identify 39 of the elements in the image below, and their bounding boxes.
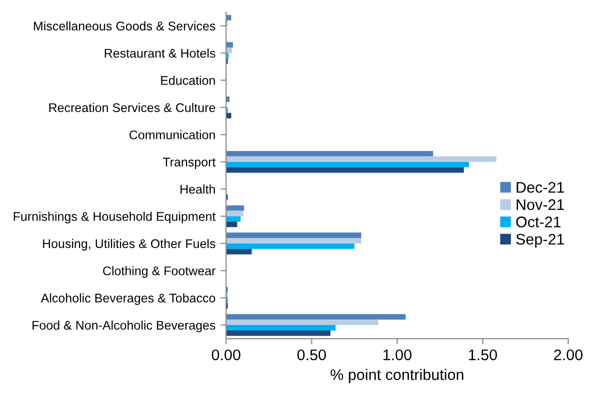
y-tick-label: Health	[180, 184, 215, 194]
legend-label: Sep-21	[516, 234, 564, 248]
x-tick-label: 2.00	[554, 349, 582, 360]
y-tick-label: Clothing & Footwear	[103, 266, 216, 278]
x-axis-title: % point contribution	[330, 368, 464, 384]
bar	[226, 330, 330, 336]
bar	[226, 243, 354, 249]
y-tick-label: Housing, Utilities & Other Fuels	[43, 238, 216, 251]
y-tick-label: Food & Non-Alcoholic Beverages	[32, 320, 216, 332]
bar	[226, 222, 238, 228]
y-tick-label: Furnishings & Household Equipment	[14, 212, 216, 224]
bar	[226, 48, 232, 54]
y-tick-label: Transport	[162, 158, 216, 169]
bar	[226, 156, 496, 162]
bar	[226, 150, 434, 156]
bar	[226, 325, 336, 330]
y-tick-label: Miscellaneous Goods & Services	[34, 21, 216, 30]
x-tick-label: 0.50	[297, 349, 326, 360]
y-tick-label: Communication	[129, 130, 215, 140]
x-tick-label: 0.00	[212, 349, 240, 360]
x-tick-label: 1.00	[383, 349, 412, 360]
bar	[226, 314, 406, 320]
x-tick-label: 1.50	[468, 349, 497, 360]
y-tick-label: Restaurant & Hotels	[104, 48, 216, 58]
bar	[226, 167, 464, 173]
bar	[226, 205, 244, 211]
legend-label: Nov-21	[516, 199, 564, 210]
legend-label: Oct-21	[516, 216, 561, 228]
y-tick-label: Education	[161, 76, 215, 85]
y-tick-label: Alcoholic Beverages & Tobacco	[40, 293, 216, 305]
bar	[226, 42, 233, 48]
bar	[226, 232, 362, 238]
bar	[226, 320, 378, 326]
bar	[226, 216, 241, 222]
legend-label: Dec-21	[516, 182, 564, 193]
bar	[226, 248, 252, 254]
bar	[226, 162, 470, 168]
bar	[226, 238, 362, 244]
y-tick-label: Recreation Services & Culture	[49, 102, 216, 112]
